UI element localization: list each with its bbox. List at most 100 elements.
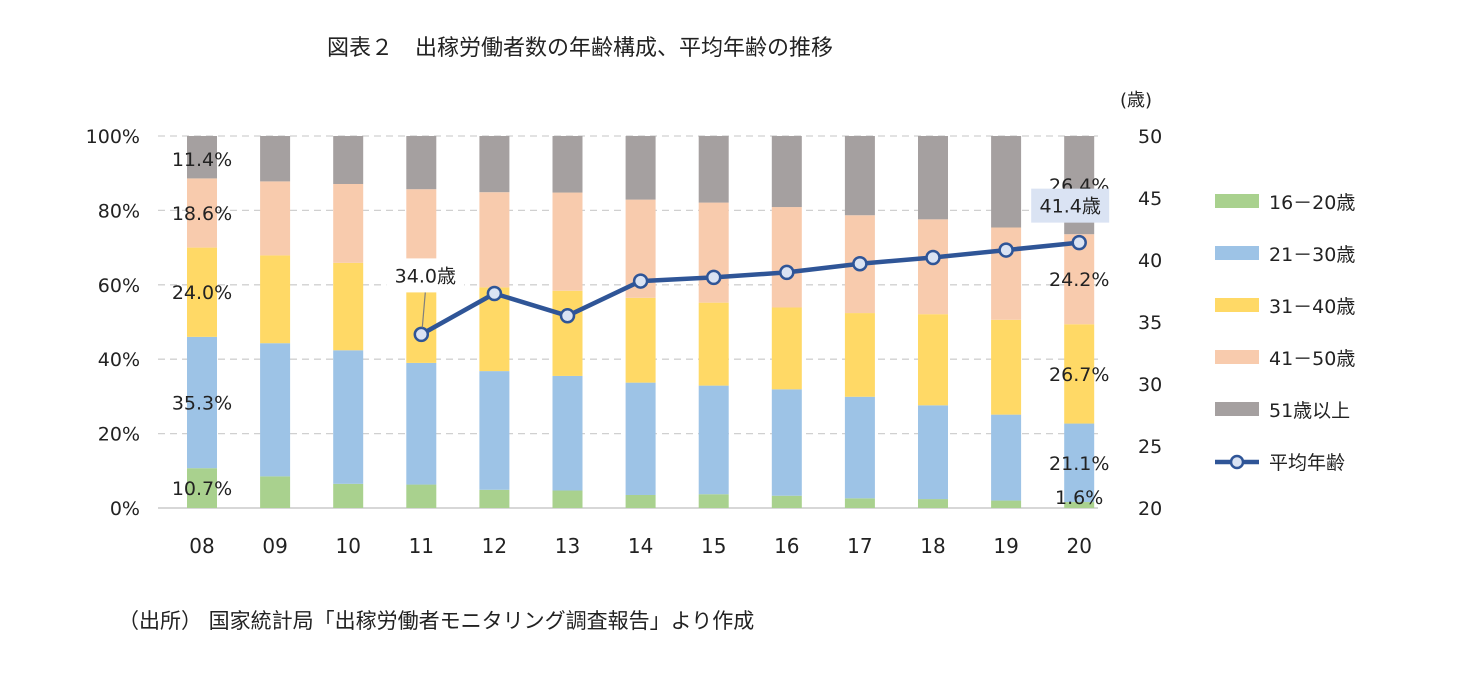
callout-leader	[421, 292, 426, 328]
right-axis-tick-label: 25	[1138, 436, 1162, 458]
segment-data-label: 11.4%	[172, 149, 232, 171]
line-point	[852, 255, 868, 272]
legend-swatch	[1215, 194, 1259, 208]
bar-segment	[771, 495, 802, 508]
bar-segment	[479, 136, 510, 193]
bar-segment	[991, 319, 1022, 415]
bar-segment	[333, 350, 364, 484]
bar-segment	[479, 192, 510, 288]
x-axis-tick-label: 10	[335, 534, 360, 558]
right-axis-unit: (歳)	[1120, 90, 1152, 111]
line-point	[632, 273, 649, 289]
legend-label: 21－30歳	[1269, 244, 1355, 266]
right-axis-tick-label: 40	[1138, 250, 1162, 272]
bar-segment	[260, 181, 291, 256]
bar-segment	[1064, 502, 1095, 508]
legend-swatch	[1215, 246, 1259, 260]
bar-segment	[187, 178, 217, 248]
bar-segment	[552, 490, 583, 508]
x-axis-tick-label: 11	[409, 534, 434, 558]
legend-label: 16－20歳	[1269, 192, 1355, 214]
bar-segment	[844, 396, 875, 499]
bar-segment	[1064, 324, 1095, 424]
bar-segment	[406, 484, 437, 508]
x-axis-tick-label: 13	[555, 534, 580, 558]
x-axis-tick-label: 16	[774, 534, 799, 558]
bar-segment	[698, 385, 729, 495]
bar-segment	[918, 219, 948, 315]
line-callout-box	[1031, 188, 1110, 223]
bar-segment	[260, 343, 291, 477]
bar-segment	[187, 468, 217, 508]
bar-segment	[260, 136, 291, 182]
bar-segment	[625, 136, 656, 200]
bar-segment	[844, 136, 875, 216]
segment-data-label: 24.0%	[172, 282, 232, 304]
segment-data-label: 21.1%	[1049, 453, 1109, 475]
bar-segment	[918, 136, 948, 220]
line-callout-label: 34.0歳	[395, 265, 456, 287]
legend-line-marker	[1229, 454, 1245, 470]
bar-segment	[406, 136, 437, 190]
bar-segment	[333, 483, 364, 508]
bar-segment	[844, 313, 875, 397]
bar-segment	[187, 136, 217, 179]
left-axis-tick-label: 100%	[86, 126, 140, 148]
bar-segment	[333, 262, 364, 351]
bar-segment	[333, 136, 364, 184]
x-axis-tick-label: 09	[262, 534, 287, 558]
bar-segment	[260, 476, 291, 508]
bar-segment	[479, 371, 510, 490]
legend-label: 31－40歳	[1269, 296, 1355, 318]
segment-data-label: 26.7%	[1049, 364, 1109, 386]
line-point	[486, 285, 503, 302]
segment-data-label: 35.3%	[172, 393, 232, 415]
bar-segment	[479, 489, 510, 508]
bar-segment	[625, 382, 656, 495]
line-point	[413, 326, 430, 343]
right-axis-tick-label: 20	[1138, 498, 1162, 520]
bar-segment	[991, 414, 1022, 501]
bar-segment	[625, 297, 656, 383]
source-note: （出所） 国家統計局「出稼労働者モニタリング調査報告」より作成	[118, 609, 755, 633]
legend-label: 平均年齢	[1269, 452, 1345, 474]
bar-segment	[187, 247, 217, 337]
line-point	[1071, 234, 1087, 251]
x-axis-tick-label: 14	[628, 534, 653, 558]
segment-data-label: 24.2%	[1049, 269, 1109, 291]
x-axis-tick-label: 08	[189, 534, 214, 558]
bar-segment	[844, 498, 875, 508]
bar-segment	[698, 494, 729, 508]
right-axis-tick-label: 35	[1138, 312, 1162, 334]
bar-segment	[991, 500, 1022, 508]
bar-segment	[698, 302, 729, 386]
line-callout-box	[386, 258, 465, 293]
bar-segment	[260, 255, 291, 344]
bar-segment	[406, 278, 437, 363]
right-axis-tick-label: 30	[1138, 374, 1162, 396]
bar-segment	[333, 183, 364, 263]
segment-data-label: 18.6%	[172, 203, 232, 225]
left-axis-tick-label: 60%	[98, 275, 140, 297]
legend-swatch	[1215, 298, 1259, 312]
bar-segment	[771, 307, 802, 390]
right-axis-tick-label: 50	[1138, 126, 1162, 148]
bar-segment	[552, 290, 583, 376]
x-axis-tick-label: 12	[482, 534, 507, 558]
bar-segment	[187, 336, 217, 469]
bar-segment	[698, 202, 729, 303]
bar-segment	[918, 405, 948, 500]
line-point	[925, 249, 941, 266]
x-axis-tick-label: 20	[1066, 534, 1091, 558]
chart-title: 図表２ 出稼労働者数の年齢構成、平均年齢の推移	[326, 36, 833, 61]
left-axis-tick-label: 80%	[98, 200, 140, 222]
bar-segment	[771, 136, 802, 208]
bar-segment	[1064, 423, 1095, 503]
average-age-line	[420, 240, 1080, 337]
bar-segment	[771, 207, 802, 308]
bar-segment	[552, 375, 583, 491]
left-axis-tick-label: 40%	[98, 349, 140, 371]
legend-label: 41－50歳	[1269, 348, 1355, 370]
line-point	[779, 264, 795, 281]
